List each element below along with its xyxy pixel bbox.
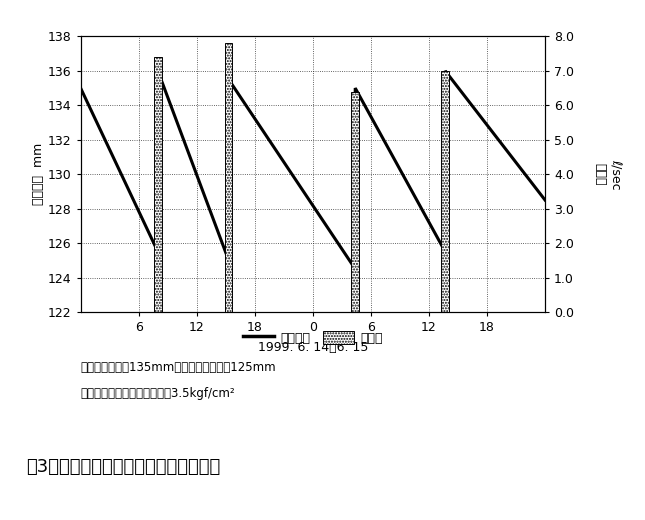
Bar <box>352 92 359 312</box>
Bar <box>441 71 449 312</box>
Y-axis label: 田面水位  mm: 田面水位 mm <box>32 143 45 205</box>
Y-axis label: ℓ/sec
給水量: ℓ/sec 給水量 <box>593 159 622 189</box>
Text: 図3　水位維持装置による田面水の動き: 図3 水位維持装置による田面水の動き <box>26 458 220 476</box>
Bar <box>225 43 232 312</box>
Text: 上限設定水位：135mm，下限設定水位：125mm: 上限設定水位：135mm，下限設定水位：125mm <box>81 361 276 374</box>
Text: 給水時のパイプライン水圧は3.5kgf/cm²: 給水時のパイプライン水圧は3.5kgf/cm² <box>81 387 235 400</box>
X-axis label: 1999. 6. 14～6. 15: 1999. 6. 14～6. 15 <box>257 341 368 354</box>
Legend: 田面水位, 給水量: 田面水位, 給水量 <box>238 326 388 349</box>
Bar <box>154 57 162 312</box>
